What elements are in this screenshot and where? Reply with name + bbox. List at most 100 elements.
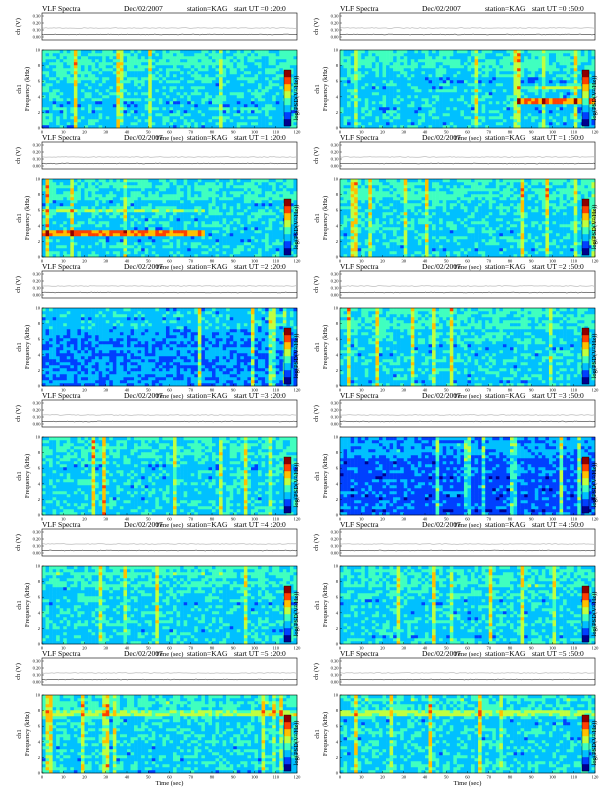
heatmap-cell — [250, 122, 255, 126]
heatmap-cell — [502, 56, 507, 60]
heatmap-cell — [119, 242, 124, 246]
heatmap-cell — [236, 89, 241, 93]
heatmap-cell — [158, 74, 163, 78]
heatmap-cell — [417, 80, 422, 84]
heatmap-cell — [77, 209, 82, 213]
heatmap-cell — [488, 71, 493, 75]
heatmap-cell — [506, 122, 511, 126]
heatmap-cell — [407, 74, 412, 78]
heatmap-cell — [364, 59, 369, 63]
heatmap-cell — [165, 194, 170, 198]
heatmap-cell — [286, 125, 291, 129]
heatmap-cell — [552, 113, 557, 117]
heatmap-cell — [98, 188, 103, 192]
heatmap-cell — [49, 206, 53, 210]
heatmap-cell — [151, 233, 156, 237]
heatmap-cell — [410, 110, 415, 114]
heatmap-cell — [421, 59, 426, 63]
heatmap-cell — [66, 86, 71, 90]
heatmap-cell — [187, 200, 191, 204]
heatmap-cell — [566, 56, 571, 60]
heatmap-cell — [548, 68, 553, 72]
heatmap-cell — [95, 83, 99, 87]
heatmap-cell — [165, 98, 170, 102]
heatmap-cell — [158, 59, 163, 63]
heatmap-cell — [176, 77, 181, 81]
heatmap-cell — [520, 104, 525, 108]
heatmap-cell — [63, 236, 68, 240]
heatmap-cell — [63, 239, 68, 243]
heatmap-cell — [45, 227, 50, 231]
heatmap-cell — [84, 56, 89, 60]
heatmap-cell — [517, 119, 521, 123]
heatmap-cell — [471, 74, 475, 78]
heatmap-cell — [520, 62, 525, 66]
heatmap-cell — [208, 107, 213, 111]
heatmap-cell — [183, 65, 188, 69]
heatmap-cell — [173, 95, 177, 99]
heatmap-cell — [116, 65, 121, 69]
heatmap-cell — [52, 194, 57, 198]
heatmap-cell — [197, 83, 202, 87]
heatmap-cell — [375, 104, 380, 108]
y-tick-label: 10 — [334, 48, 339, 53]
heatmap-cell — [63, 92, 68, 96]
heatmap-cell — [187, 113, 191, 117]
heatmap-cell — [77, 200, 82, 204]
heatmap-cell — [425, 56, 429, 60]
heatmap-cell — [162, 122, 167, 126]
heatmap-cell — [524, 74, 528, 78]
heatmap-cell — [155, 116, 160, 120]
heatmap-cell — [180, 203, 184, 207]
heatmap-cell — [158, 119, 163, 123]
heatmap-cell — [552, 95, 557, 99]
heatmap-cell — [432, 125, 436, 129]
heatmap-cell — [173, 239, 177, 243]
heatmap-cell — [66, 233, 71, 237]
heatmap-cell — [88, 185, 92, 189]
heatmap-cell — [49, 224, 53, 228]
heatmap-cell — [204, 80, 209, 84]
heatmap-cell — [545, 116, 550, 120]
heatmap-cell — [410, 89, 415, 93]
heatmap-cell — [456, 89, 461, 93]
heatmap-cell — [563, 59, 567, 63]
heatmap-cell — [272, 104, 276, 108]
heatmap-cell — [134, 254, 138, 258]
heatmap-cell — [49, 92, 53, 96]
heatmap-cell — [215, 125, 220, 129]
heatmap-cell — [275, 59, 280, 63]
heatmap-cell — [375, 110, 380, 114]
heatmap-cell — [151, 80, 156, 84]
heatmap-cell — [95, 185, 99, 189]
heatmap-cell — [176, 50, 181, 54]
heatmap-cell — [293, 86, 298, 90]
heatmap-cell — [119, 224, 124, 228]
heatmap-cell — [102, 110, 106, 114]
heatmap-cell — [449, 89, 454, 93]
heatmap-cell — [382, 107, 387, 111]
heatmap-cell — [474, 95, 479, 99]
heatmap-cell — [357, 113, 362, 117]
heatmap-cell — [158, 185, 163, 189]
heatmap-cell — [563, 107, 567, 111]
heatmap-cell — [180, 77, 184, 81]
heatmap-cell — [527, 59, 532, 63]
heatmap-cell — [254, 71, 259, 75]
heatmap-cell — [233, 110, 238, 114]
heatmap-cell — [556, 95, 560, 99]
heatmap-cell — [517, 77, 521, 81]
heatmap-cell — [134, 74, 138, 78]
heatmap-cell — [513, 56, 518, 60]
heatmap-cell — [219, 104, 223, 108]
panel-station: station=KAG — [485, 4, 526, 13]
heatmap-cell — [49, 71, 53, 75]
colorbar-swatch — [284, 77, 291, 85]
heatmap-cell — [187, 95, 191, 99]
heatmap-cell — [289, 53, 294, 57]
heatmap-cell — [45, 92, 50, 96]
heatmap-cell — [485, 116, 489, 120]
heatmap-cell — [357, 62, 362, 66]
heatmap-cell — [165, 230, 170, 234]
heatmap-cell — [471, 50, 475, 54]
